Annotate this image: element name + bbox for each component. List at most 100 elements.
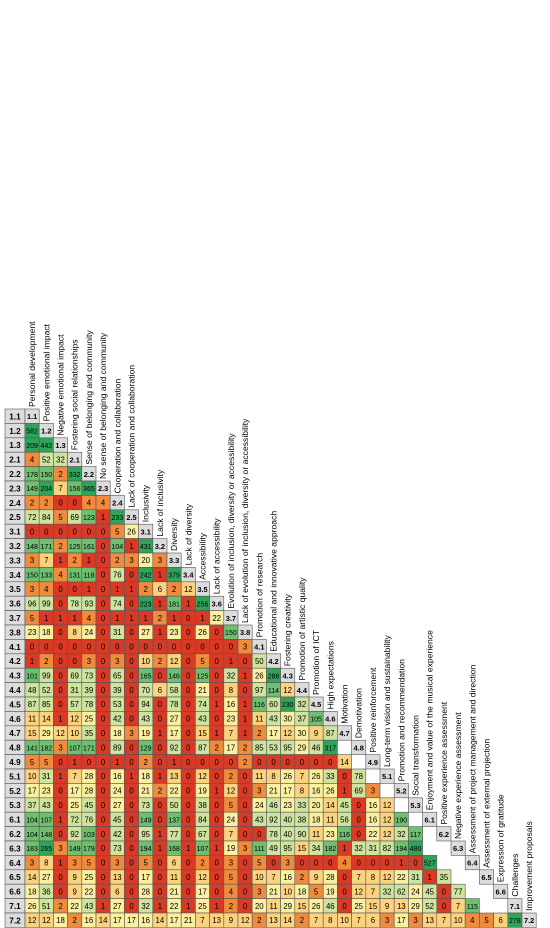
cell-value-label: 0 [73,527,78,536]
cell-value-label: 17 [397,916,406,925]
cell-value-label: 73 [113,844,122,853]
cell-value-label: 332 [69,472,81,479]
column-code-label: 3.4 [183,571,194,580]
cell-value-label: 1 [73,614,77,623]
category-label: Long-term vision and sustainability [382,634,392,767]
row-code-label: 1.1 [9,412,21,421]
cell-value-label: 30 [283,715,292,724]
column-code-label: 4.1 [254,643,264,652]
row-code-label: 3.2 [9,542,21,551]
cell-value-label: 0 [129,873,134,882]
cell-value-label: 56 [340,815,349,824]
row-code-label: 5.2 [9,787,21,796]
cell-value-label: 146 [168,673,180,680]
cell-value-label: 1 [58,772,62,781]
cell-value-label: 2 [30,499,34,508]
cell-value-label: 1 [186,902,190,911]
column-code-label: 3.2 [155,542,165,551]
cell-value-label: 0 [73,657,78,666]
cell-value-label: 35 [85,729,94,738]
cell-value-label: 480 [410,846,422,853]
cell-value-label: 125 [197,673,209,680]
cell-value-label: 20 [255,902,264,911]
cell-value-label: 3 [385,916,389,925]
cell-value-label: 67 [198,830,207,839]
cell-value-label: 2 [158,787,162,796]
cell-value-label: 230 [282,702,294,709]
cell-value-label: 12 [241,916,250,925]
cell-value-label: 87 [326,729,335,738]
cell-value-label: 69 [70,671,79,680]
cell-value-label: 1 [30,657,34,666]
cell-value-label: 0 [186,887,191,896]
cell-value-label: 194 [140,846,152,853]
cell-value-label: 4 [58,571,63,580]
cell-value-label: 2 [58,470,62,479]
column-code-label: 6.5 [481,873,491,882]
cell-value-label: 93 [85,599,94,608]
cell-value-label: 33 [298,801,307,810]
cell-value-label: 0 [101,772,106,781]
cell-value-label: 0 [30,643,35,652]
cell-value-label: 0 [101,686,106,695]
cell-value-label: 104 [111,544,123,551]
cell-value-label: 2 [73,916,77,925]
cell-value-label: 62 [397,887,406,896]
cell-value-label: 107 [40,817,52,824]
cell-value-label: 39 [85,686,94,695]
cell-value-label: 0 [101,599,106,608]
cell-value-label: 0 [314,859,319,868]
cell-value-label: 78 [170,700,179,709]
cell-value-label: 0 [87,643,92,652]
cell-value-label: 137 [168,817,180,824]
cell-value-label: 89 [113,743,122,752]
cell-value-label: 5 [229,873,234,882]
cell-value-label: 3 [30,859,34,868]
row-code-label: 6.4 [9,859,21,868]
cell-value-label: 0 [101,815,106,824]
cell-value-label: 24 [113,787,122,796]
column-code-label: 6.4 [467,859,478,868]
cell-value-label: 99 [42,599,51,608]
cell-value-label: 8 [328,916,332,925]
column-code-label: 3.6 [212,599,222,608]
cell-value-label: 29 [298,743,307,752]
column-code-label: 3.5 [197,585,207,594]
cell-value-label: 12 [283,686,292,695]
cell-value-label: 431 [140,544,152,551]
row-code-label: 6.5 [9,873,21,882]
cell-value-label: 87 [198,743,207,752]
cell-value-label: 12 [354,887,363,896]
cell-value-label: 28 [85,772,94,781]
cell-value-label: 7 [456,902,460,911]
cell-value-label: 3 [243,643,247,652]
cell-value-label: 0 [215,830,220,839]
cell-value-label: 0 [215,873,220,882]
cell-value-label: 8 [271,772,275,781]
cell-value-label: 16 [85,916,94,925]
row-code-label: 2.3 [9,484,21,493]
cell-value-label: 133 [40,573,52,580]
row-code-label: 5.1 [9,772,21,781]
cell-value-label: 7 [73,772,77,781]
cell-value-label: 0 [58,599,63,608]
cell-value-label: 2 [144,758,148,767]
column-code-label: 2.3 [98,484,108,493]
cell-value-label: 3 [115,859,119,868]
cell-value-label: 1 [115,758,119,767]
column-code-label: 3.7 [226,614,236,623]
cell-value-label: 26 [312,772,321,781]
category-label: Positive reinforcement [368,667,378,753]
cell-value-label: 165 [140,673,152,680]
cell-value-label: 2 [158,657,162,666]
cell-value-label: 0 [101,830,106,839]
cell-value-label: 36 [42,887,51,896]
cell-value-label: 45 [85,801,94,810]
cell-value-label: 14 [42,715,51,724]
cell-value-label: 12 [70,715,79,724]
cell-value-label: 1 [172,614,176,623]
column-code-label: 5.2 [396,787,406,796]
cell-value-label: 0 [129,830,134,839]
cell-value-label: 11 [269,902,277,911]
cell-value-label: 129 [140,745,152,752]
